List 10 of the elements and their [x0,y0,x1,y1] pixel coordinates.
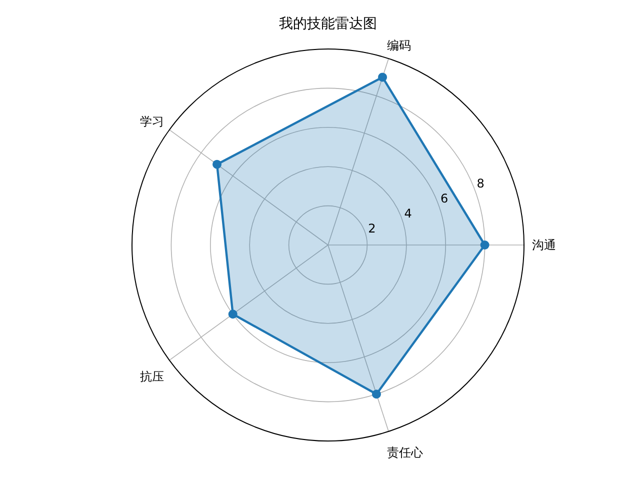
y-tick-label: 6 [440,191,448,206]
y-tick-label: 8 [476,176,484,190]
spoke-label: 抗压 [140,369,164,384]
y-tick-label: 2 [368,221,376,236]
y-tick-label: 4 [404,206,412,220]
spoke-label: 编码 [386,38,411,52]
spoke-label: 学习 [140,114,164,129]
spoke-label: 责任心 [386,446,423,460]
chart-title: 我的技能雷达图 [279,16,377,32]
spoke-label: 沟通 [532,238,556,252]
